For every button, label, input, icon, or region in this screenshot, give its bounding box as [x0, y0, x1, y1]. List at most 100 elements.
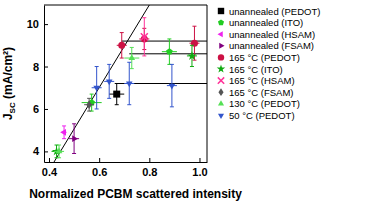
y-error-cap: [95, 66, 99, 67]
legend-label: unannealed (FSAM): [229, 40, 314, 51]
y-error-cap: [170, 64, 174, 65]
y-error-cap: [120, 58, 124, 59]
tick-label: 0.6: [92, 166, 107, 178]
tick-mark: [49, 158, 50, 162]
series: [69, 124, 79, 154]
y-error-cap: [190, 66, 194, 67]
tick-mark: [149, 158, 150, 162]
series: [141, 18, 148, 56]
frame-top: [44, 5, 207, 6]
x-axis-title: Normalized PCBM scattered intensity: [29, 187, 242, 201]
legend: unannealed (PEDOT)unannealed (ITO)unanne…: [217, 6, 321, 121]
y-error-cap: [190, 45, 194, 46]
tick: 0.8: [142, 158, 157, 178]
y-error-cap: [90, 94, 94, 95]
point: [113, 91, 120, 98]
point: [169, 84, 176, 90]
y-error-cap: [170, 106, 174, 107]
legend-label: 165 °C (HSAM): [229, 75, 295, 86]
legend-marker: [218, 54, 224, 60]
legend-marker: [218, 114, 224, 119]
tick: 10: [27, 18, 48, 30]
tick-label: 10: [27, 18, 39, 30]
tick: 8: [33, 61, 48, 73]
y-error-cap: [142, 17, 146, 18]
x-axis: 0.4 0.6 0.8 1.0: [42, 158, 208, 178]
y-axis: 4 6 8 10: [27, 6, 48, 163]
tick: 1.0: [192, 158, 207, 178]
y-error-cap: [72, 153, 76, 154]
y-error-cap: [72, 123, 76, 124]
point: [118, 42, 125, 49]
y-error-cap: [62, 125, 66, 126]
y-error-cap: [127, 62, 131, 63]
tick-label: 6: [33, 103, 39, 115]
y-error-cap: [95, 108, 99, 109]
y-error-cap: [115, 83, 119, 84]
y-error-cap: [192, 26, 196, 27]
tick-label: 1.0: [192, 166, 207, 178]
plot-area: [52, 5, 207, 162]
point: [72, 135, 78, 142]
y-error-cap: [107, 98, 111, 99]
tick-label: 4: [33, 145, 40, 157]
legend-marker: [219, 43, 224, 49]
point: [86, 101, 92, 109]
legend-label: unannealed (ITO): [229, 17, 303, 28]
series: [60, 126, 66, 139]
series: [52, 45, 197, 157]
legend-marker: [217, 31, 222, 37]
series: [117, 26, 200, 60]
series: [92, 62, 177, 109]
y-error-cap: [127, 104, 131, 105]
legend-label: 165 °C (ITO): [229, 64, 283, 75]
point: [93, 86, 100, 92]
tick-mark: [199, 158, 200, 162]
legend-label: 165 °C (PEDOT): [229, 52, 300, 63]
y-error-cap: [115, 104, 119, 105]
tick: 4: [33, 145, 48, 157]
tick-label: 0.8: [142, 166, 157, 178]
legend-label: unannealed (HSAM): [229, 29, 315, 40]
y-error-cap: [62, 138, 66, 139]
series: [84, 98, 94, 111]
legend-marker: [217, 65, 226, 73]
y-error-cap: [142, 55, 146, 56]
point: [56, 148, 63, 154]
y-error-cap: [87, 98, 91, 99]
legend-label: unannealed (PEDOT): [229, 6, 320, 17]
y-error-cap: [87, 111, 91, 112]
y-error-cap: [120, 32, 124, 33]
series: [54, 47, 139, 157]
y-error-cap: [167, 38, 171, 39]
legend-marker: [218, 100, 224, 105]
legend-marker: [218, 88, 223, 96]
point: [166, 48, 173, 54]
legend-label: 165 °C (FSAM): [229, 87, 294, 98]
legend-marker: [218, 19, 224, 25]
legend-marker: [218, 8, 224, 14]
tick-mark: [99, 158, 100, 162]
point: [187, 51, 196, 60]
legend-label: 130 °C (PEDOT): [229, 98, 300, 109]
y-error-cap: [192, 60, 196, 61]
chart: 0.4 0.6 0.8 1.0 4 6 8 10 Normalized PCBM scatter…: [0, 0, 367, 204]
tick-mark: [44, 109, 48, 110]
tick-mark: [44, 24, 48, 25]
tick-mark: [44, 151, 48, 152]
tick-label: 0.4: [42, 166, 58, 178]
y-error-cap: [107, 64, 111, 65]
y-error-cap: [130, 68, 134, 69]
point: [141, 33, 148, 40]
axis-line: [44, 6, 45, 163]
legend-label: 50 °C (PEDOT): [229, 110, 295, 121]
point: [128, 54, 135, 60]
tick: 0.6: [92, 158, 107, 178]
point: [60, 129, 66, 136]
y-error-cap: [130, 47, 134, 48]
tick-mark: [44, 67, 48, 68]
y-error-cap: [57, 157, 61, 158]
y-axis-title: JSC (mA/cm²): [1, 47, 17, 120]
tick: 6: [33, 103, 48, 115]
legend-marker: [218, 77, 224, 83]
